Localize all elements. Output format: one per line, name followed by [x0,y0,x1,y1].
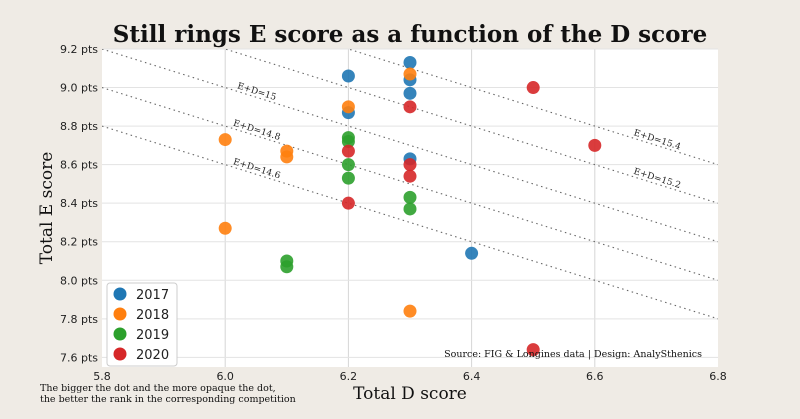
footnote-line-2: the better the rank in the corresponding… [40,394,296,405]
footnote-line-1: The bigger the dot and the more opaque t… [40,383,276,394]
point-2020 [341,144,355,158]
y-tick-label: 8.2 pts [60,236,98,249]
point-2019 [341,158,355,172]
point-2020 [526,343,540,357]
point-2019 [403,202,417,216]
legend-marker [113,307,127,321]
legend-marker [113,287,127,301]
point-2020 [403,158,417,172]
point-2018 [403,304,417,318]
legend-entry: 2018 [136,308,169,323]
y-tick-label: 8.8 pts [60,120,98,133]
point-2017 [403,86,417,100]
x-axis-ticks: 5.8 6.0 6.2 6.4 6.6 6.8 [93,370,727,383]
point-2019 [280,260,294,274]
point-2018 [341,100,355,114]
point-2020 [341,196,355,210]
point-2018 [218,221,232,235]
point-2017 [341,69,355,83]
point-2019 [341,135,355,149]
y-tick-label: 7.8 pts [60,313,98,326]
x-tick-label: 6.8 [709,370,727,383]
point-2018 [403,67,417,81]
y-tick-label: 7.6 pts [60,351,98,364]
legend: 2017 2018 2019 2020 [106,282,178,367]
legend-marker [113,327,127,341]
legend-entry: 2019 [136,328,169,343]
chart-title: Still rings E score as a function of the… [113,21,707,48]
point-2019 [341,171,355,185]
y-axis-label: Total E score [37,152,57,265]
point-2020 [403,100,417,114]
point-2020 [526,81,540,95]
legend-marker [113,347,127,361]
legend-entry: 2020 [136,348,169,363]
x-tick-label: 6.4 [463,370,481,383]
y-tick-label: 8.4 pts [60,197,98,210]
point-2017 [403,55,417,69]
y-tick-label: 9.0 pts [60,82,98,95]
y-tick-label: 9.2 pts [60,43,98,56]
point-2018 [280,150,294,164]
y-tick-label: 8.0 pts [60,274,98,287]
legend-box [106,282,178,367]
x-tick-label: 6.2 [340,370,358,383]
y-axis-ticks: 7.6 pts 7.8 pts 8.0 pts 8.2 pts 8.4 pts 8.6 p… [60,43,98,364]
x-axis-label: Total D score [353,384,467,404]
y-tick-label: 8.6 pts [60,159,98,172]
x-tick-label: 6.0 [216,370,234,383]
source-note: Source: FIG & Longines data | Design: An… [444,349,702,360]
point-2017 [465,246,479,260]
x-tick-label: 6.6 [586,370,604,383]
point-2020 [588,138,602,152]
point-2018 [218,133,232,147]
data-points [218,55,602,357]
point-2019 [403,190,417,204]
x-tick-label: 5.8 [93,370,111,383]
legend-entry: 2017 [136,288,169,303]
point-2020 [403,169,417,183]
